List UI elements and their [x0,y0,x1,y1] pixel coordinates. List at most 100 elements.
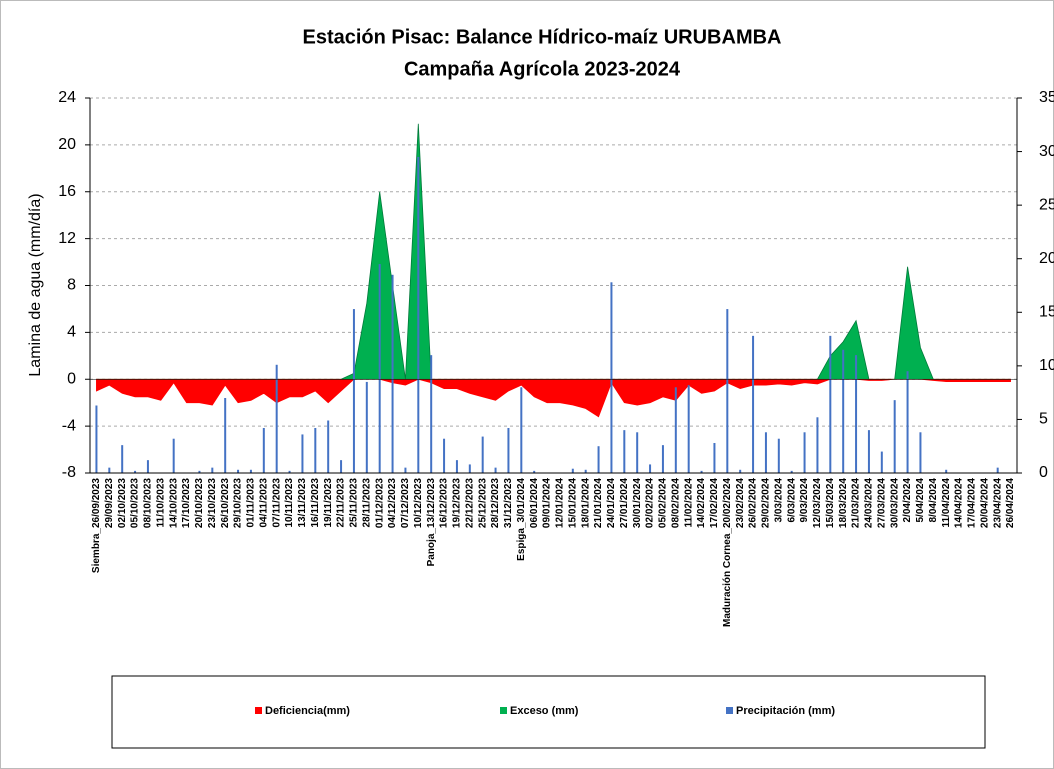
bar [571,468,574,473]
x-tick-label: 18/01/2024 [580,478,591,528]
y2-tick-label: 25 [1039,196,1054,213]
x-tick-label: Espiga_3/01/2024 [516,478,527,561]
bar [674,387,677,473]
bar [687,385,690,473]
x-tick-label: 2/04/2024 [902,478,913,523]
x-tick-label: 24/03/2024 [864,478,875,528]
bar [945,469,948,473]
x-tick-label: 15/03/2024 [825,478,836,528]
x-tick-label: 22/11/2023 [336,478,347,528]
x-tick-label: 13/11/2023 [297,478,308,528]
x-tick-label: 19/11/2023 [323,478,334,528]
bar [352,309,355,473]
bar [365,381,368,473]
bar [649,464,652,473]
x-tick-label: 30/03/2024 [889,478,900,528]
bar [134,470,137,473]
x-tick-label: 29/10/2023 [233,478,244,528]
bar [249,469,252,473]
x-tick-label: 12/03/2024 [812,478,823,528]
x-tick-label: 26/04/2024 [1005,478,1016,528]
x-tick-label: 10/12/2023 [413,478,424,528]
bar [700,470,703,473]
legend-label: Exceso (mm) [510,705,579,717]
x-tick-label: 25/11/2023 [349,478,360,528]
bar [996,467,999,473]
bar [752,335,755,473]
bar [636,432,639,473]
bar [597,446,600,473]
bar [391,274,394,473]
bar [430,355,433,473]
x-tick-label: Maduración Cornea_20/02/2024 [722,478,733,627]
chart-subtitle: Campaña Agrícola 2023-2024 [404,58,681,80]
bar [661,445,664,473]
bar [262,428,265,473]
x-tick-label: 02/10/2023 [117,478,128,528]
bar [494,467,497,473]
bar [443,438,446,473]
bar [867,430,870,473]
bar [829,335,832,473]
legend-swatch [255,707,262,714]
y2-tick-label: 0 [1039,464,1048,481]
bar [507,428,510,473]
bar [455,460,458,473]
bar [726,309,729,473]
x-tick-label: 25/12/2023 [477,478,488,528]
bar [275,364,278,473]
bar [842,349,845,473]
y-tick-label: -8 [62,464,76,481]
bar [146,460,149,473]
chart-title: Estación Pisac: Balance Hídrico-maíz URU… [302,26,781,48]
bar [906,371,909,473]
legend-box [111,675,986,749]
bar [764,432,767,473]
y-tick-label: 0 [67,370,76,387]
x-tick-label: 17/04/2024 [967,478,978,528]
x-tick-label: 04/11/2023 [258,478,269,528]
x-tick-label: 17/10/2023 [181,478,192,528]
x-tick-label: 24/01/2024 [606,478,617,528]
x-tick-label: 08/02/2024 [670,478,681,528]
y-axis-label: Lamina de agua (mm/día) [27,193,44,376]
x-tick-label: 04/12/2023 [387,478,398,528]
x-tick-label: 07/12/2023 [400,478,411,528]
y2-tick-label: 10 [1039,357,1054,374]
x-tick-label: 09/01/2024 [542,478,553,528]
x-tick-label: 28/11/2023 [361,478,372,528]
bar [584,469,587,473]
x-tick-label: 16/12/2023 [439,478,450,528]
x-tick-label: 11/10/2023 [155,478,166,528]
x-tick-label: Panoja_13/12/2023 [426,478,437,567]
bar [314,428,317,473]
x-tick-label: 31/12/2023 [503,478,514,528]
x-tick-label: 28/12/2023 [490,478,501,528]
y2-tick-label: 15 [1039,304,1054,321]
x-tick-label: 21/03/2024 [851,478,862,528]
x-tick-label: 23/10/2023 [207,478,218,528]
bar [893,400,896,473]
x-tick-label: 23/04/2024 [992,478,1003,528]
bar [610,282,613,473]
area [96,378,1011,418]
x-tick-label: 05/10/2023 [130,478,141,528]
x-tick-label: 15/01/2024 [567,478,578,528]
x-tick-label: 8/04/2024 [928,478,939,523]
bar [288,470,291,473]
x-tick-label: 5/04/2024 [915,478,926,523]
y2-tick-label: 35 [1039,89,1054,106]
x-tick-label: 11/04/2024 [941,478,952,528]
y-tick-label: 20 [58,136,76,153]
x-tick-label: 20/10/2023 [194,478,205,528]
x-tick-label: 27/03/2024 [876,478,887,528]
x-tick-label: 05/02/2024 [658,478,669,528]
bar [172,438,175,473]
x-tick-label: 26/02/2024 [748,478,759,528]
legend-label: Deficiencia(mm) [265,705,350,717]
x-tick-label: 14/04/2024 [954,478,965,528]
x-tick-label: 21/01/2024 [593,478,604,528]
x-tick-label: 14/10/2023 [168,478,179,528]
bar [468,464,471,473]
bar [327,420,330,473]
